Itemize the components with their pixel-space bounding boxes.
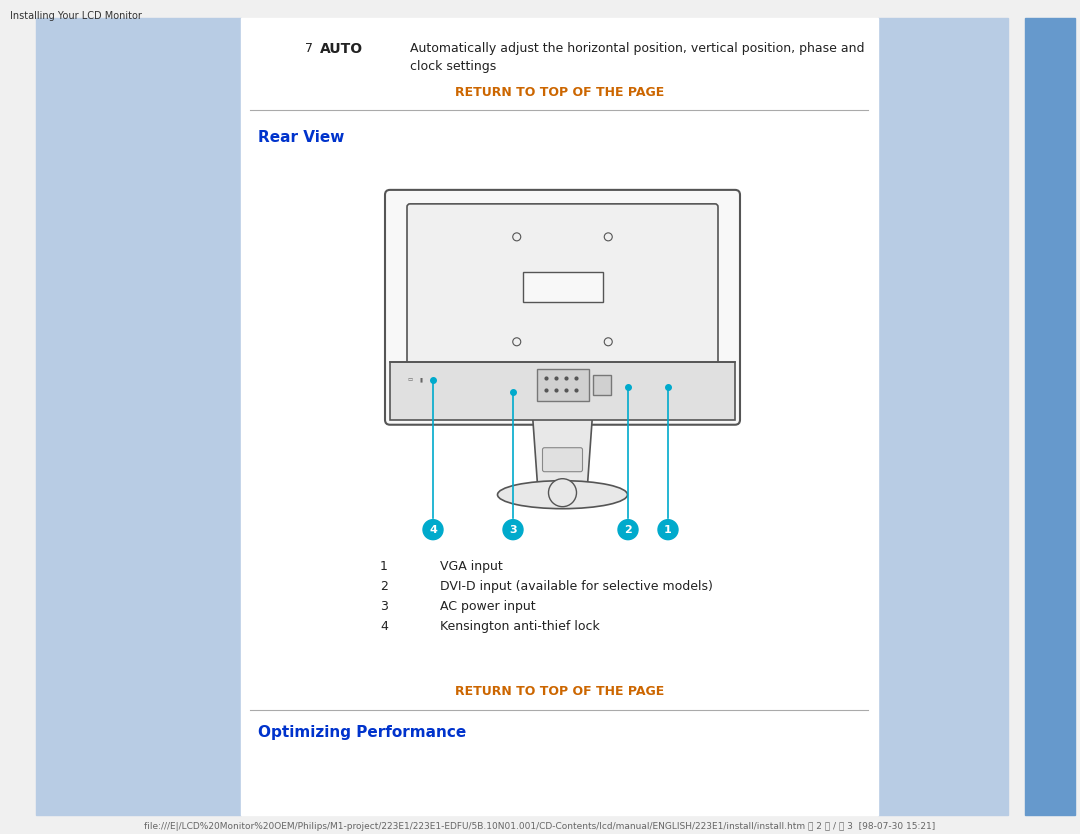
Text: ▮: ▮ [420,378,423,383]
FancyBboxPatch shape [384,190,740,425]
Text: 3: 3 [380,600,388,613]
Text: RETURN TO TOP OF THE PAGE: RETURN TO TOP OF THE PAGE [456,86,664,99]
Text: AUTO: AUTO [320,42,363,56]
Text: file:///E|/LCD%20Monitor%20OEM/Philips/M1-project/223E1/223E1-EDFU/5B.10N01.001/: file:///E|/LCD%20Monitor%20OEM/Philips/M… [145,822,935,831]
Text: Optimizing Performance: Optimizing Performance [258,725,467,740]
Text: 1: 1 [380,560,388,573]
Text: ▭: ▭ [408,378,414,383]
Text: 2: 2 [624,525,632,535]
Text: DVI-D input (available for selective models): DVI-D input (available for selective mod… [440,580,713,593]
Text: VGA input: VGA input [440,560,503,573]
Circle shape [618,520,638,540]
Bar [1025,18,1075,816]
Circle shape [503,520,523,540]
FancyBboxPatch shape [542,448,582,472]
Polygon shape [532,414,593,485]
Bar [878,18,1008,816]
Text: Kensington anti-thief lock: Kensington anti-thief lock [440,620,599,633]
FancyBboxPatch shape [537,369,589,401]
Text: AC power input: AC power input [440,600,536,613]
Circle shape [658,520,678,540]
Bar [241,18,878,816]
Text: 2: 2 [380,580,388,593]
Circle shape [423,520,443,540]
Text: 4: 4 [380,620,388,633]
Circle shape [549,479,577,507]
Bar [36,18,241,816]
Bar [390,362,735,420]
Text: RETURN TO TOP OF THE PAGE: RETURN TO TOP OF THE PAGE [456,685,664,697]
Ellipse shape [498,480,627,509]
Text: 7: 7 [305,42,313,55]
Text: 1: 1 [664,525,672,535]
Text: Rear View: Rear View [258,130,345,145]
Text: 4: 4 [429,525,437,535]
FancyBboxPatch shape [407,203,718,364]
Bar [593,374,610,394]
FancyBboxPatch shape [523,273,603,302]
Text: Installing Your LCD Monitor: Installing Your LCD Monitor [10,11,141,21]
Text: Automatically adjust the horizontal position, vertical position, phase and
clock: Automatically adjust the horizontal posi… [410,42,864,73]
Text: 3: 3 [509,525,517,535]
